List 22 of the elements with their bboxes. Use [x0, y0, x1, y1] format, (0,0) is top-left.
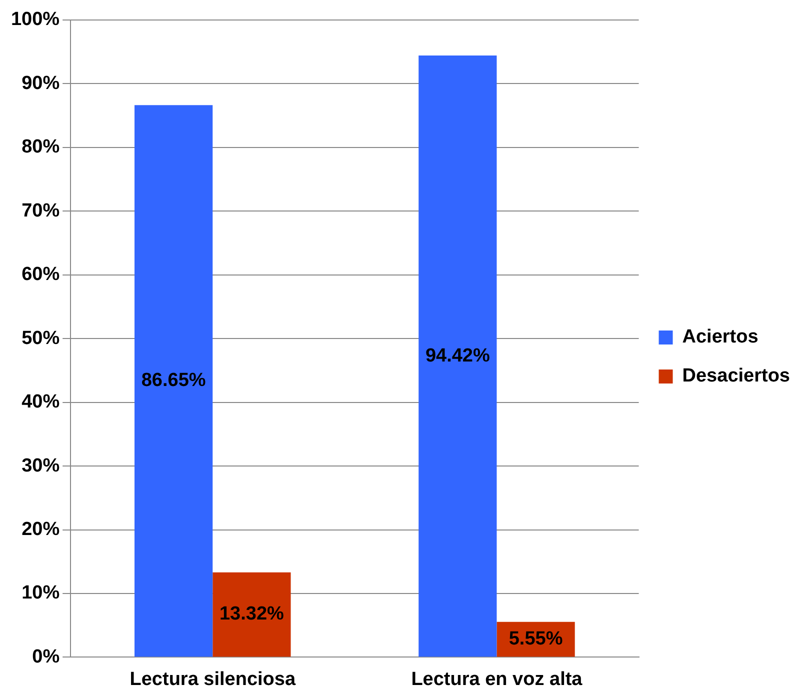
- y-tick-label: 60%: [22, 264, 60, 286]
- data-label: 5.55%: [508, 628, 563, 650]
- y-tick-label: 10%: [22, 582, 60, 604]
- data-label: 94.42%: [425, 345, 490, 366]
- y-tick-label: 80%: [22, 136, 60, 158]
- bar: [134, 105, 213, 657]
- y-tick-label: 70%: [22, 200, 60, 222]
- bar: [418, 56, 497, 657]
- y-tick-label: 30%: [22, 455, 60, 476]
- y-tick-label: 90%: [22, 72, 60, 94]
- legend-label: Aciertos: [682, 326, 758, 348]
- y-tick-label: 50%: [22, 328, 60, 349]
- legend-label: Desaciertos: [682, 366, 790, 387]
- data-label: 13.32%: [219, 604, 284, 625]
- y-tick-label: 40%: [22, 392, 60, 413]
- x-tick-label: Lectura silenciosa: [130, 668, 296, 690]
- y-tick-label: 100%: [10, 9, 60, 30]
- y-tick-label: 0%: [32, 646, 60, 668]
- x-tick-label: Lectura en voz alta: [411, 668, 583, 690]
- y-tick-label: 20%: [22, 518, 60, 540]
- data-label: 86.65%: [141, 370, 206, 392]
- bar: [212, 572, 291, 657]
